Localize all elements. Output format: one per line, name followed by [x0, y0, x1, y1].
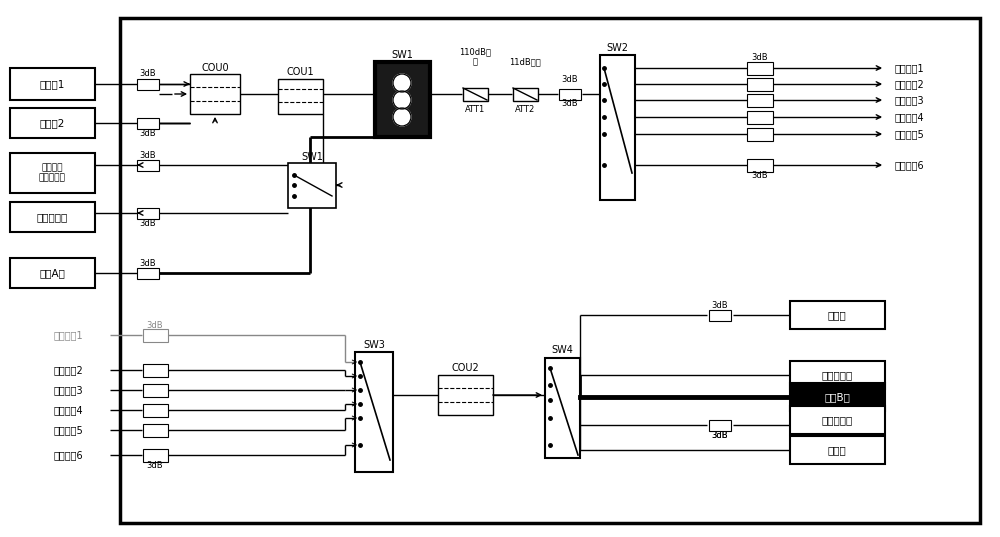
Text: 卫星下行6: 卫星下行6	[53, 450, 83, 460]
Bar	[709, 309, 731, 321]
Text: 下行校准
电缆靠星端: 下行校准 电缆靠星端	[39, 163, 65, 183]
Text: 卫星上行1: 卫星上行1	[895, 63, 925, 73]
Bar	[790, 436, 885, 464]
Text: 3dB: 3dB	[147, 321, 163, 330]
Text: 卫星上行6: 卫星上行6	[895, 160, 925, 170]
Text: 卫星下行5: 卫星下行5	[53, 425, 83, 435]
Text: SW1: SW1	[391, 50, 413, 60]
Bar	[438, 375, 493, 415]
Bar	[790, 383, 885, 411]
Text: SW3: SW3	[363, 340, 385, 350]
Bar	[10, 202, 95, 232]
Text: 3dB: 3dB	[140, 128, 156, 137]
Bar	[790, 406, 885, 434]
Circle shape	[393, 91, 411, 109]
Bar	[143, 448, 168, 461]
Text: 矢网B口: 矢网B口	[824, 392, 850, 402]
Text: 信号源2: 信号源2	[39, 118, 65, 128]
Text: 功率计下行: 功率计下行	[821, 415, 853, 425]
Text: 频谱仪: 频谱仪	[828, 445, 846, 455]
Bar	[143, 424, 168, 437]
Bar	[288, 163, 336, 208]
Text: 信号源1: 信号源1	[39, 79, 65, 89]
Bar	[137, 267, 159, 279]
Circle shape	[393, 108, 411, 126]
Bar	[747, 62, 773, 75]
Text: 卫星上行2: 卫星上行2	[895, 79, 925, 89]
Text: 3dB: 3dB	[562, 76, 578, 84]
Text: 功率计上行: 功率计上行	[36, 212, 68, 222]
Bar	[143, 383, 168, 396]
Bar	[747, 158, 773, 171]
Bar	[10, 68, 95, 100]
Bar	[355, 352, 393, 472]
Text: 卫星上行5: 卫星上行5	[895, 129, 925, 139]
Bar	[278, 79, 323, 114]
Text: 测试备份口: 测试备份口	[821, 370, 853, 380]
Text: 3dB: 3dB	[712, 301, 728, 309]
Bar	[137, 207, 159, 219]
Bar	[190, 74, 240, 114]
Bar	[143, 403, 168, 417]
Bar	[559, 89, 581, 99]
Bar	[143, 329, 168, 342]
Text: ATT1: ATT1	[465, 105, 485, 114]
Text: 3dB: 3dB	[752, 171, 768, 179]
Bar	[790, 361, 885, 389]
Text: COU1: COU1	[286, 67, 314, 77]
Text: 3dB: 3dB	[562, 99, 578, 108]
Text: 卫星下行2: 卫星下行2	[53, 365, 83, 375]
Text: 3dB: 3dB	[140, 69, 156, 78]
Bar	[10, 258, 95, 288]
Text: 3dB: 3dB	[140, 219, 156, 228]
Text: 卫星下行4: 卫星下行4	[53, 405, 83, 415]
Text: 3dB: 3dB	[712, 431, 728, 439]
Bar	[10, 153, 95, 193]
Text: ATT2: ATT2	[515, 105, 535, 114]
Text: 110dB步
进: 110dB步 进	[459, 47, 491, 67]
Bar	[600, 55, 635, 200]
Text: 卫星上行3: 卫星上行3	[895, 95, 925, 105]
Bar	[143, 364, 168, 376]
Text: 卫星上行4: 卫星上行4	[895, 112, 925, 122]
Bar	[10, 108, 95, 138]
Bar	[790, 301, 885, 329]
Text: 3dB: 3dB	[147, 461, 163, 470]
Bar	[512, 88, 538, 100]
Bar	[747, 111, 773, 124]
Bar	[375, 62, 430, 137]
Bar	[747, 77, 773, 91]
Text: SW1: SW1	[301, 152, 323, 162]
Bar	[137, 118, 159, 128]
Bar	[137, 78, 159, 90]
Circle shape	[393, 74, 411, 92]
Bar	[747, 127, 773, 141]
Text: 11dB步进: 11dB步进	[509, 57, 541, 67]
Text: 3dB: 3dB	[752, 54, 768, 62]
Text: COU0: COU0	[201, 63, 229, 73]
Text: 3dB: 3dB	[140, 150, 156, 159]
Bar	[137, 159, 159, 171]
Text: SW4: SW4	[551, 345, 573, 355]
Bar	[709, 419, 731, 431]
Bar	[545, 358, 580, 458]
Text: 卫星下行3: 卫星下行3	[53, 385, 83, 395]
Bar	[120, 18, 980, 523]
Text: 3dB: 3dB	[712, 432, 728, 440]
Text: 矢网A口: 矢网A口	[39, 268, 65, 278]
Text: 频率计: 频率计	[828, 310, 846, 320]
Text: SW2: SW2	[606, 43, 628, 53]
Text: 3dB: 3dB	[140, 258, 156, 267]
Text: 卫星下行1: 卫星下行1	[53, 330, 83, 340]
Bar	[462, 88, 488, 100]
Text: COU2: COU2	[451, 363, 479, 373]
Bar	[747, 93, 773, 106]
